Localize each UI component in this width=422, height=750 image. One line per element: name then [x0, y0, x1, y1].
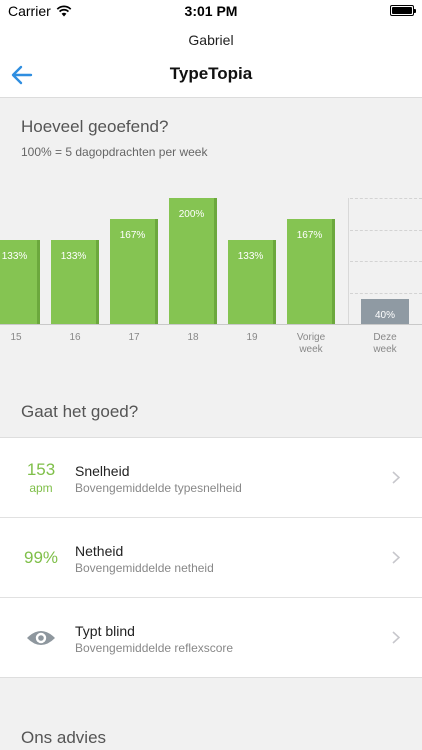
bar-value-label: 200% [178, 209, 205, 220]
practice-subtitle: 100% = 5 dagopdrachten per week [21, 145, 208, 159]
chart-bar: 133% [0, 240, 40, 324]
back-arrow-icon[interactable] [10, 64, 34, 86]
practice-chart: 133% 15 133% 16 167% 17 200% 18 133% 19 167% Vorige… [0, 180, 422, 360]
bar-value-label: 167% [119, 230, 146, 241]
eye-icon [27, 630, 55, 645]
accuracy-metric: 99% [18, 518, 64, 597]
bar-value-label: 40% [374, 310, 395, 321]
list-item-blind-typing[interactable]: Typt blind Bovengemiddelde reflexscore [0, 598, 422, 677]
gridline [350, 198, 422, 199]
chevron-right-icon [392, 631, 400, 644]
carrier-label: Carrier [8, 3, 51, 19]
wifi-icon [56, 5, 72, 17]
gridline [350, 229, 422, 231]
x-tick-label: 18 [187, 332, 199, 343]
status-bar: Carrier 3:01 PM [0, 0, 422, 22]
page-title: TypeTopia [169, 64, 253, 83]
chart-bar: 133% [228, 240, 276, 324]
chevron-right-icon [392, 471, 400, 484]
bar-value-label: 133% [237, 251, 264, 262]
chart-bar: 167% [287, 219, 335, 324]
accuracy-subtitle: Bovengemiddelde netheid [75, 561, 214, 575]
progress-title: Gaat het goed? [21, 402, 139, 421]
list-item-speed[interactable]: 153 apm Snelheid Bovengemiddelde typesne… [0, 438, 422, 518]
blind-typing-subtitle: Bovengemiddelde reflexscore [75, 641, 234, 655]
current-week-divider [348, 198, 349, 324]
battery-icon [390, 5, 416, 16]
progress-list: 153 apm Snelheid Bovengemiddelde typesne… [0, 437, 422, 678]
chart-bar: 167% [110, 219, 158, 324]
chart-bar: 200% [169, 198, 217, 324]
speed-unit: apm [29, 480, 53, 495]
advice-title: Ons advies [21, 728, 107, 747]
speed-metric: 153 apm [18, 438, 64, 517]
speed-value: 153 [26, 459, 56, 479]
bar-value-label: 133% [60, 251, 87, 262]
accuracy-title: Netheid [75, 543, 124, 559]
speed-subtitle: Bovengemiddelde typesnelheid [75, 481, 242, 495]
x-tick-label: Vorige week [296, 332, 326, 355]
chart-bar: 133% [51, 240, 99, 324]
blind-typing-title: Typt blind [75, 623, 135, 639]
nav-header: Gabriel TypeTopia [0, 22, 422, 98]
speed-title: Snelheid [75, 463, 130, 479]
bar-value-label: 167% [296, 230, 323, 241]
status-time: 3:01 PM [184, 3, 238, 19]
accuracy-value: 99% [23, 547, 59, 567]
practice-title: Hoeveel geoefend? [21, 117, 169, 136]
gridline [350, 261, 422, 262]
chart-baseline [0, 324, 422, 325]
carrier-info: Carrier [8, 3, 72, 19]
x-tick-label: 17 [128, 332, 140, 343]
list-item-accuracy[interactable]: 99% Netheid Bovengemiddelde netheid [0, 518, 422, 598]
bar-value-label: 133% [1, 251, 28, 262]
x-tick-label: 15 [10, 332, 22, 343]
gridline [350, 292, 422, 294]
x-tick-label: Deze week [373, 332, 397, 355]
x-tick-label: 19 [246, 332, 258, 343]
username: Gabriel [188, 32, 234, 48]
blind-typing-metric [18, 598, 64, 677]
x-tick-label: 16 [69, 332, 81, 343]
chevron-right-icon [392, 551, 400, 564]
chart-bar: 40% [361, 299, 409, 324]
